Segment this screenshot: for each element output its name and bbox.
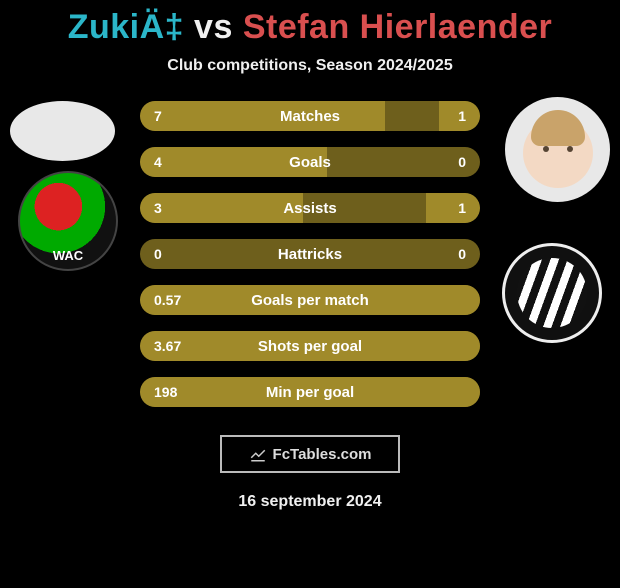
- season-subtitle: Club competitions, Season 2024/2025: [0, 57, 620, 75]
- stat-label: Goals: [140, 147, 480, 177]
- player-1-avatar: [10, 101, 115, 161]
- comparison-stage: WAC 71Matches 40Goals 31Assists 00Hattricks…: [0, 93, 620, 433]
- stat-row: 00Hattricks: [140, 239, 480, 269]
- stat-row: 40Goals: [140, 147, 480, 177]
- stat-row: 3.67Shots per goal: [140, 331, 480, 361]
- stat-label: Hattricks: [140, 239, 480, 269]
- vs-label: vs: [194, 8, 233, 46]
- stat-label: Goals per match: [140, 285, 480, 315]
- club-1-code: WAC: [53, 248, 83, 263]
- stat-row: 71Matches: [140, 101, 480, 131]
- comparison-date: 16 september 2024: [0, 493, 620, 511]
- stat-row: 198Min per goal: [140, 377, 480, 407]
- player-1-name: ZukiÄ‡: [68, 8, 184, 46]
- face-placeholder-icon: [523, 118, 593, 188]
- brand-text: FcTables.com: [273, 446, 372, 463]
- club-2-inner-icon: [517, 258, 587, 328]
- stat-label: Min per goal: [140, 377, 480, 407]
- brand-box[interactable]: FcTables.com: [220, 435, 400, 473]
- stat-label: Matches: [140, 101, 480, 131]
- club-2-logo: [502, 243, 602, 343]
- stat-label: Shots per goal: [140, 331, 480, 361]
- stat-label: Assists: [140, 193, 480, 223]
- comparison-title: ZukiÄ‡ vs Stefan Hierlaender: [0, 8, 620, 47]
- stat-bars: 71Matches 40Goals 31Assists 00Hattricks 0.57…: [140, 101, 480, 423]
- stat-row: 31Assists: [140, 193, 480, 223]
- stat-row: 0.57Goals per match: [140, 285, 480, 315]
- club-1-logo: WAC: [18, 171, 118, 271]
- chart-icon: [249, 445, 267, 463]
- player-2-name: Stefan Hierlaender: [243, 8, 552, 46]
- player-2-avatar: [505, 97, 610, 202]
